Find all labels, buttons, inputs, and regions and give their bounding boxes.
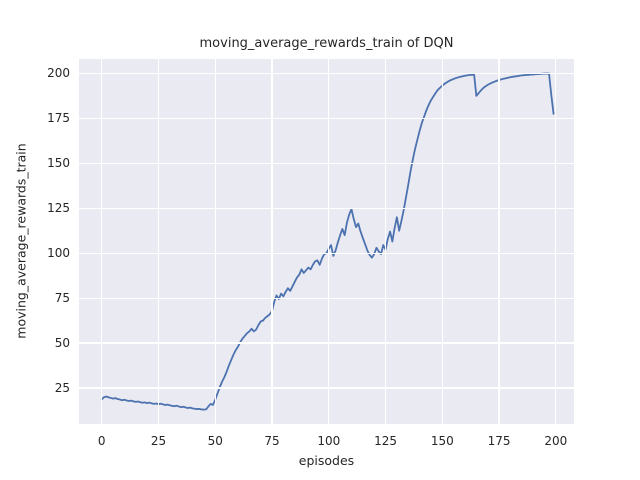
x-tick-label: 0 (97, 434, 106, 448)
x-tick-label: 125 (374, 434, 397, 448)
x-tick-label: 150 (430, 434, 454, 448)
y-tick-label: 125 (47, 201, 70, 216)
y-gridline (79, 207, 574, 209)
x-gridline (328, 59, 330, 424)
x-gridline (271, 59, 273, 424)
y-tick-label: 150 (47, 156, 70, 171)
reward-line (100, 72, 555, 411)
y-tick-label: 100 (47, 246, 70, 261)
x-gridline (157, 59, 160, 424)
x-gridline (498, 59, 500, 424)
y-gridline (79, 252, 574, 254)
y-axis-label: moving_average_rewards_train (13, 143, 29, 339)
y-gridline (79, 72, 574, 74)
y-gridline (79, 342, 574, 344)
x-tick-label: 200 (544, 434, 568, 448)
x-axis-label: episodes (298, 453, 355, 468)
x-tick-label: 75 (264, 434, 280, 448)
y-tick-label: 175 (47, 111, 70, 126)
chart-title: moving_average_rewards_train of DQN (199, 36, 454, 51)
plot-area (79, 59, 574, 424)
y-tick-label: 200 (47, 66, 70, 81)
x-gridline (101, 59, 103, 424)
y-gridline (79, 162, 574, 164)
y-gridline (79, 117, 574, 119)
y-tick-label: 75 (54, 291, 70, 306)
x-gridline (555, 59, 557, 424)
x-gridline (214, 59, 216, 424)
x-gridline (384, 59, 387, 424)
y-gridline (79, 387, 574, 389)
y-tick-label: 50 (54, 336, 70, 351)
x-tick-label: 25 (150, 434, 167, 448)
y-tick-label: 25 (54, 381, 70, 396)
reward-line-chart (100, 72, 555, 411)
x-tick-label: 50 (207, 434, 223, 448)
x-tick-label: 100 (317, 434, 341, 448)
x-gridline (441, 59, 443, 424)
y-gridline (79, 297, 574, 299)
x-tick-label: 175 (487, 434, 511, 448)
